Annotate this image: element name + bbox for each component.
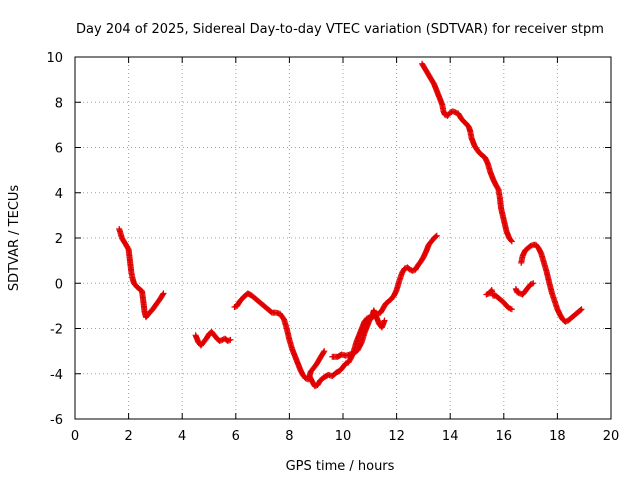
y-tick-label: 4 <box>55 187 63 202</box>
y-axis-label: SDTVAR / TECUs <box>7 185 22 292</box>
data-point <box>508 238 515 245</box>
data-point <box>508 306 515 313</box>
data-point <box>321 348 328 355</box>
data-point <box>577 307 584 314</box>
x-tick-label: 4 <box>178 429 186 444</box>
x-tick-label: 8 <box>285 429 293 444</box>
x-tick-label: 12 <box>388 429 405 444</box>
x-axis-label: GPS time / hours <box>286 459 395 474</box>
data-point <box>160 290 167 297</box>
y-tick-label: 8 <box>55 96 63 111</box>
x-tick-labels: 0 2 4 6 8 10 12 14 16 18 20 <box>71 429 619 444</box>
y-tick-label: 0 <box>55 277 63 292</box>
y-tick-label: 6 <box>55 142 63 157</box>
chart-title: Day 204 of 2025, Sidereal Day-to-day VTE… <box>76 22 604 37</box>
x-tick-label: 16 <box>496 429 513 444</box>
x-tick-label: 0 <box>71 429 79 444</box>
x-tick-label: 10 <box>335 429 352 444</box>
data-point <box>227 336 234 343</box>
data-point <box>507 237 514 244</box>
x-tick-label: 20 <box>603 429 620 444</box>
data-point <box>433 232 440 239</box>
y-tick-label: -6 <box>50 413 63 428</box>
x-tick-label: 14 <box>442 429 459 444</box>
data-point <box>432 233 439 240</box>
y-tick-label: -2 <box>50 323 63 338</box>
x-tick-label: 2 <box>124 429 132 444</box>
data-point <box>530 280 537 287</box>
x-tick-label: 6 <box>232 429 240 444</box>
data-point <box>578 306 585 313</box>
data-points <box>116 60 585 390</box>
x-tick-label: 18 <box>549 429 566 444</box>
data-point <box>159 291 166 298</box>
y-tick-label: 10 <box>46 51 63 66</box>
axis-ticks <box>74 56 612 420</box>
data-point <box>320 349 327 356</box>
data-point <box>381 317 388 324</box>
grid <box>75 57 611 419</box>
y-tick-label: 2 <box>55 232 63 247</box>
y-tick-label: -4 <box>50 368 63 383</box>
y-tick-labels: -6 -4 -2 0 2 4 6 8 10 <box>46 51 63 428</box>
